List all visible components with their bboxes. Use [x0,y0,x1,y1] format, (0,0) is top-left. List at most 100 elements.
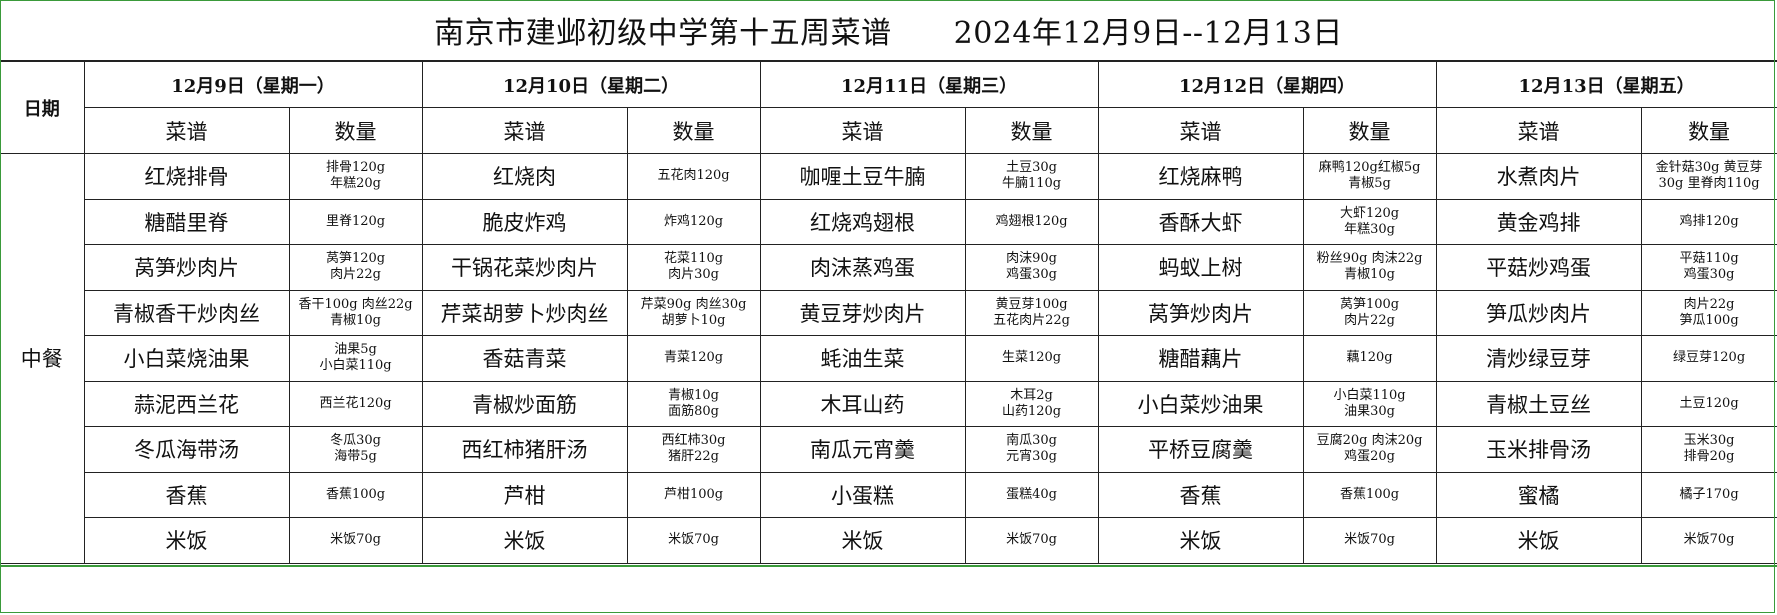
qty-cell: 米饭70g [288,517,423,564]
table-row: 冬瓜海带汤 冬瓜30g 海带5g 西红柿猪肝汤 西红柿30g 猪肝22g 南瓜元宵羹 南瓜30… [0,426,1777,473]
qty-line: 里脊120g [325,213,386,229]
qty-line: 米饭70g [1006,532,1057,548]
qty-line: 排骨120g [325,160,386,176]
qty-line: 山药120g [1001,403,1062,419]
qty-line: 油果30g [1344,403,1395,419]
qty-cell: 粉丝90g 肉沫22g 青椒10g [1302,244,1437,291]
qty-line: 肉片22g [1683,296,1735,312]
day-header: 12月13日（星期五） [1435,61,1777,108]
dish-cell: 米饭 [759,517,966,564]
qty-line: 小白菜110g [1333,387,1406,403]
qty-line: 蛋糕40g [1006,486,1057,502]
qty-line: 米饭70g [330,532,381,548]
dish-cell: 蚝油生菜 [759,335,966,382]
qty-line: 花菜110g [663,251,724,267]
dish-cell: 香酥大虾 [1097,198,1304,245]
qty-line: 芦柑100g [663,486,724,502]
dish-cell: 莴笋炒肉片 [1097,289,1304,336]
qty-line: 香蕉100g [325,486,386,502]
dish-cell: 米饭 [1097,517,1304,564]
qty-line: 藕120g [1346,350,1393,366]
qty-line: 粉丝90g 肉沫22g [1316,251,1423,267]
qty-line: 胡萝卜10g [661,312,726,328]
dish-cell: 米饭 [83,517,290,564]
dish-cell: 蚂蚁上树 [1097,244,1304,291]
qty-line: 金针菇30g 黄豆芽 [1655,160,1763,176]
table-row: 蒜泥西兰花 西兰花120g 青椒炒面筋 青椒10g 面筋80g 木耳山药 木耳2g 山药120… [0,380,1777,427]
qty-line: 炸鸡120g [663,213,724,229]
qty-line: 油果5g [334,342,377,358]
dish-cell: 青椒土豆丝 [1435,380,1642,427]
qty-cell: 青椒10g 面筋80g [626,380,761,427]
dish-cell: 木耳山药 [759,380,966,427]
qty-cell: 生菜120g [964,335,1099,382]
qty-line: 面筋80g [668,403,719,419]
dish-cell: 平菇炒鸡蛋 [1435,244,1642,291]
qty-cell: 莴笋120g 肉片22g [288,244,423,291]
table-row: 莴笋炒肉片 莴笋120g 肉片22g 干锅花菜炒肉片 花菜110g 肉片30g 肉沫蒸鸡蛋肉… [0,244,1777,291]
dish-cell: 肉沫蒸鸡蛋 [759,244,966,291]
qty-line: 木耳2g [1010,387,1053,403]
qty-line: 香干100g 肉丝22g [298,296,413,312]
qty-line: 鸡排120g [1679,213,1739,229]
qty-line: 年糕30g [1344,221,1395,237]
qty-line: 青椒10g [1344,267,1395,283]
qty-line: 鸡蛋30g [1683,267,1735,283]
dish-cell: 芹菜胡萝卜炒肉丝 [421,289,628,336]
qty-cell: 黄豆芽100g 五花肉片22g [964,289,1099,336]
dish-cell: 青椒香干炒肉丝 [83,289,290,336]
qty-cell: 肉沫90g 鸡蛋30g [964,244,1099,291]
qty-cell: 金针菇30g 黄豆芽 30g 里脊肉110g [1640,153,1777,200]
qty-cell: 南瓜30g 元宵30g [964,426,1099,473]
qty-line: 西兰花120g [319,395,392,411]
qty-cell: 青菜120g [626,335,761,382]
qty-line: 鸡翅根120g [995,213,1068,229]
dish-cell: 干锅花菜炒肉片 [421,244,628,291]
qty-cell: 冬瓜30g 海带5g [288,426,423,473]
qty-line: 青椒10g [668,387,719,403]
qty-line: 豆腐20g 肉沫20g [1316,433,1423,449]
column-header-row: 菜谱 数量 菜谱 数量 菜谱 数量 菜谱 数量 菜谱 数量 [0,107,1777,154]
qty-line: 青菜120g [663,350,724,366]
qty-cell: 土豆120g [1640,380,1777,427]
table-row: 米饭 米饭70g 米饭 米饭70g 米饭 米饭70g 米饭 米饭70g 米饭 米饭70g [0,517,1777,564]
qty-cell: 麻鸭120g红椒5g 青椒5g [1302,153,1437,200]
dish-cell: 香蕉 [83,471,290,518]
dish-cell: 冬瓜海带汤 [83,426,290,473]
qty-line: 橘子170g [1679,486,1739,502]
dish-cell: 水煮肉片 [1435,153,1642,200]
dish-cell: 脆皮炸鸡 [421,198,628,245]
dish-cell: 黄豆芽炒肉片 [759,289,966,336]
menu-table: 日期 12月9日（星期一） 12月10日（星期二） 12月11日（星期三） 12月12日… [0,61,1777,564]
qty-cell: 米饭70g [1302,517,1437,564]
dish-cell: 笋瓜炒肉片 [1435,289,1642,336]
qty-cell: 大虾120g 年糕30g [1302,198,1437,245]
dish-cell: 红烧麻鸭 [1097,153,1304,200]
dish-cell: 米饭 [1435,517,1642,564]
qty-cell: 平菇110g 鸡蛋30g [1640,244,1777,291]
table-row: 糖醋里脊 里脊120g 脆皮炸鸡 炸鸡120g 红烧鸡翅根 鸡翅根120g 香酥大虾 大虾12… [0,198,1777,245]
dish-cell: 红烧肉 [421,153,628,200]
qty-cell: 木耳2g 山药120g [964,380,1099,427]
qty-line: 土豆120g [1679,395,1739,411]
dish-cell: 清炒绿豆芽 [1435,335,1642,382]
dish-cell: 青椒炒面筋 [421,380,628,427]
qty-line: 五花肉120g [657,168,730,184]
table-row: 中餐 红烧排骨 排骨120g 年糕20g 红烧肉 五花肉120g 咖喱土豆牛腩 土豆30g 牛腩… [0,153,1777,564]
qty-line: 猪肝22g [668,449,719,465]
qty-cell: 米饭70g [964,517,1099,564]
qty-cell: 米饭70g [626,517,761,564]
dish-column-header: 菜谱 [1435,107,1642,154]
qty-line: 米饭70g [1683,532,1735,548]
dish-cell: 黄金鸡排 [1435,198,1642,245]
page-title: 南京市建邺初级中学第十五周菜谱 2024年12月9日--12月13日 [0,0,1777,61]
qty-line: 五花肉片22g [993,312,1070,328]
day-header: 12月10日（星期二） [421,61,761,108]
qty-line: 青椒5g [1348,176,1391,192]
qty-line: 绿豆芽120g [1673,350,1746,366]
qty-line: 平菇110g [1679,251,1739,267]
qty-cell: 香蕉100g [1302,471,1437,518]
qty-line: 肉片30g [668,267,719,283]
qty-cell: 排骨120g 年糕20g [288,153,423,200]
qty-cell: 西兰花120g [288,380,423,427]
